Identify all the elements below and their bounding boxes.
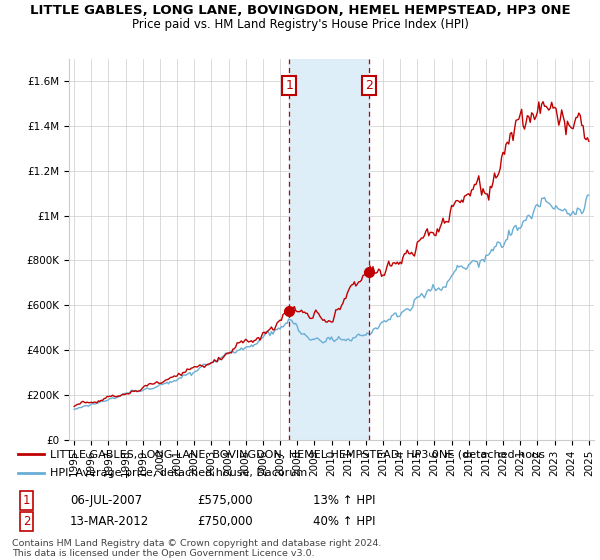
Text: Contains HM Land Registry data © Crown copyright and database right 2024.
This d: Contains HM Land Registry data © Crown c…	[12, 539, 382, 558]
Text: £750,000: £750,000	[197, 515, 253, 528]
Bar	[289, 59, 370, 440]
Text: 40% ↑ HPI: 40% ↑ HPI	[313, 515, 376, 528]
Text: 06-JUL-2007: 06-JUL-2007	[70, 494, 142, 507]
Text: 13-MAR-2012: 13-MAR-2012	[70, 515, 149, 528]
Text: LITTLE GABLES, LONG LANE, BOVINGDON, HEMEL HEMPSTEAD, HP3 0NE (detached hous: LITTLE GABLES, LONG LANE, BOVINGDON, HEM…	[50, 449, 545, 459]
Text: £575,000: £575,000	[197, 494, 253, 507]
Text: 2: 2	[365, 79, 373, 92]
Text: 1: 1	[23, 494, 30, 507]
Text: 13% ↑ HPI: 13% ↑ HPI	[313, 494, 376, 507]
Text: 2: 2	[23, 515, 30, 528]
Text: 1: 1	[286, 79, 293, 92]
Text: HPI: Average price, detached house, Dacorum: HPI: Average price, detached house, Daco…	[50, 468, 307, 478]
Text: LITTLE GABLES, LONG LANE, BOVINGDON, HEMEL HEMPSTEAD, HP3 0NE: LITTLE GABLES, LONG LANE, BOVINGDON, HEM…	[29, 4, 571, 17]
Text: Price paid vs. HM Land Registry's House Price Index (HPI): Price paid vs. HM Land Registry's House …	[131, 18, 469, 31]
